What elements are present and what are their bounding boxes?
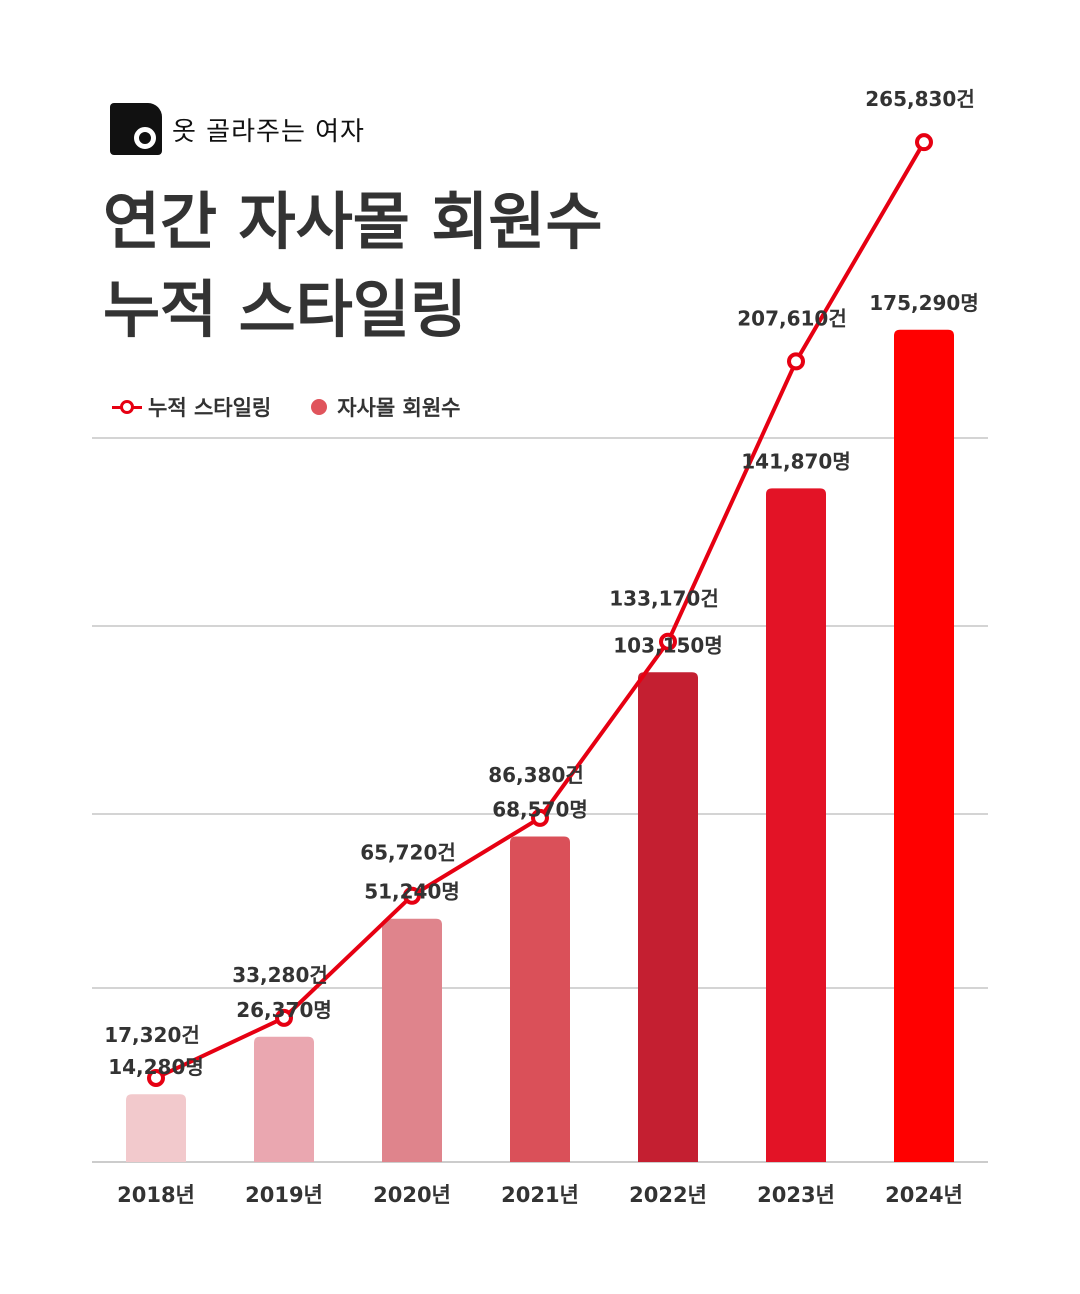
line-point xyxy=(403,886,421,905)
bar-2020년 xyxy=(382,918,442,1162)
brand-logo: 옷 골라주는 여자 xyxy=(110,103,365,155)
legend-item-line: 누적 스타일링 xyxy=(112,392,271,422)
bar-value-label: 175,290명 xyxy=(869,291,979,315)
line-marker-icon xyxy=(112,400,142,414)
x-tick-label: 2020년 xyxy=(373,1183,451,1207)
legend-bar-label: 자사몰 회원수 xyxy=(337,396,461,420)
logo-mark-icon xyxy=(110,103,162,155)
chart-title: 연간 자사몰 회원수 누적 스타일링 xyxy=(103,178,603,354)
line-value-label: 133,170건 xyxy=(609,587,719,611)
line-point xyxy=(787,352,805,371)
bar-value-label: 103,150명 xyxy=(613,633,723,657)
title-line-2: 누적 스타일링 xyxy=(103,273,467,346)
line-point xyxy=(275,1008,293,1027)
line-point xyxy=(659,632,677,651)
line-value-label: 65,720건 xyxy=(360,841,456,865)
legend-line-label: 누적 스타일링 xyxy=(148,396,272,420)
bar-2023년 xyxy=(766,488,826,1162)
line-value-label: 265,830건 xyxy=(865,87,975,111)
legend-item-bar: 자사몰 회원수 xyxy=(311,392,460,422)
line-point xyxy=(531,808,549,827)
x-tick-label: 2024년 xyxy=(885,1183,963,1207)
bar-2024년 xyxy=(894,329,954,1163)
logo-text: 옷 골라주는 여자 xyxy=(172,116,365,147)
x-tick-label: 2021년 xyxy=(501,1183,579,1207)
x-tick-label: 2018년 xyxy=(117,1183,195,1207)
bar-value-label: 26,370명 xyxy=(236,998,332,1022)
bar-value-label: 141,870명 xyxy=(741,449,851,473)
bar-2021년 xyxy=(510,836,570,1162)
x-tick-label: 2022년 xyxy=(629,1183,707,1207)
bar-marker-icon xyxy=(311,399,328,415)
line-data-labels: 17,320건 33,280건 65,720건 86,380건 133,170건 207,… xyxy=(104,87,975,1047)
bars xyxy=(126,329,954,1163)
x-tick-label: 2023년 xyxy=(757,1183,835,1207)
bar-2022년 xyxy=(638,672,698,1162)
title-line-1: 연간 자사몰 회원수 xyxy=(103,185,603,258)
x-tick-label: 2019년 xyxy=(245,1183,323,1207)
bar-2018년 xyxy=(126,1094,186,1162)
bar-value-label: 14,280명 xyxy=(108,1055,204,1079)
bar-value-label: 51,240명 xyxy=(364,880,460,904)
bar-value-label: 68,570명 xyxy=(492,797,588,821)
bar-2019년 xyxy=(254,1036,314,1162)
bar-data-labels: 14,280명 26,370명 51,240명 68,570명 103,150명 141,… xyxy=(108,291,979,1079)
line-value-label: 17,320건 xyxy=(104,1023,200,1047)
x-tick-labels: 2018년 2019년 2020년 2021년 2022년 2023년 2024년 xyxy=(117,1183,963,1207)
line-point xyxy=(147,1068,165,1087)
line-value-label: 207,610건 xyxy=(737,306,847,330)
line-value-label: 33,280건 xyxy=(232,963,328,987)
line-value-label: 86,380건 xyxy=(488,763,584,787)
line-series xyxy=(147,133,933,1087)
legend: 누적 스타일링 자사몰 회원수 xyxy=(112,392,500,422)
line-point xyxy=(915,133,933,152)
